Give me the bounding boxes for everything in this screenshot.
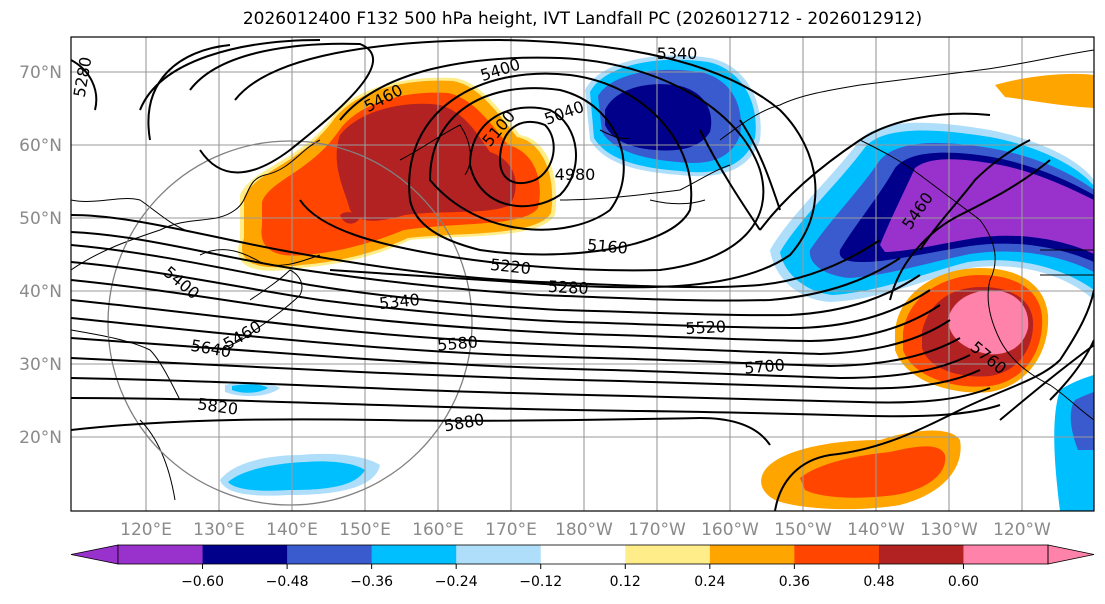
height-contours	[71, 38, 1094, 511]
longitude-label: 120°W	[993, 520, 1051, 540]
longitude-label: 160°E	[412, 520, 464, 540]
colorbar-extend-max	[1047, 544, 1095, 565]
longitude-label: 150°W	[774, 520, 832, 540]
colorbar-segment	[118, 545, 204, 564]
colorbar-tick-label: −0.48	[266, 574, 309, 590]
ivt-positive-region-arctic	[995, 73, 1094, 108]
longitude-label: 130°W	[920, 520, 978, 540]
colorbar-segment	[287, 545, 373, 564]
colorbar-tick-label: −0.12	[519, 574, 562, 590]
colorbar-tick-label: −0.24	[435, 574, 478, 590]
contour-label: 5340	[657, 44, 698, 63]
colorbar-segment	[794, 545, 880, 564]
latitude-label: 40°N	[19, 282, 62, 302]
longitude-labels: 120°E 130°E 140°E 150°E 160°E 170°E 180°W 170°W…	[120, 520, 1051, 540]
colorbar-segment	[625, 545, 711, 564]
ivt-positive-region-west-pacific	[238, 77, 557, 271]
latitude-label: 60°N	[19, 136, 62, 156]
colorbar-tick-label: 0.48	[863, 574, 894, 590]
colorbar-tick-label: 0.12	[610, 574, 641, 590]
latitude-label: 70°N	[19, 63, 62, 83]
colorbar-segment	[963, 545, 1049, 564]
colorbar-tick-label: 0.24	[694, 574, 725, 590]
range-circle	[107, 140, 473, 506]
contour-label: 5700	[743, 355, 785, 377]
colorbar-segment	[202, 545, 288, 564]
contour-label: 5220	[489, 255, 531, 278]
longitude-label: 130°E	[193, 520, 245, 540]
coastlines	[71, 49, 1094, 501]
latitude-label: 20°N	[19, 428, 62, 448]
latitude-labels: 70°N 60°N 50°N 40°N 30°N 20°N	[19, 63, 62, 448]
map-title: 2026012400 F132 500 hPa height, IVT Land…	[242, 9, 923, 29]
contour-label: 5280	[547, 277, 589, 298]
latitude-label: 50°N	[19, 209, 62, 229]
colorbar-segment	[371, 545, 457, 564]
colorbar-tick-label: −0.60	[181, 574, 224, 590]
longitude-label: 170°E	[485, 520, 537, 540]
contour-label: 4980	[555, 165, 596, 184]
latitude-label: 30°N	[19, 355, 62, 375]
map-gridlines	[71, 37, 1094, 511]
longitude-label: 140°E	[266, 520, 318, 540]
longitude-label: 150°E	[339, 520, 391, 540]
colorbar-segment	[540, 545, 626, 564]
colorbar-segment	[878, 545, 964, 564]
contour-label: 5340	[378, 290, 420, 313]
colorbar: −0.60 −0.48 −0.36 −0.24 −0.12 0.12 0.24 0.36 0.4…	[70, 544, 1095, 590]
ivt-negative-region-philippine-sea	[220, 375, 1094, 511]
ivt-negative-region-bering	[585, 55, 761, 177]
colorbar-tick-label: −0.36	[350, 574, 393, 590]
map-area: 5280 5340 5400 5460 5100 5040 4980 5160 …	[71, 37, 1094, 511]
longitude-label: 180°W	[555, 520, 613, 540]
ivt-positive-region-california	[895, 268, 1049, 393]
longitude-label: 160°W	[701, 520, 759, 540]
longitude-label: 170°W	[628, 520, 686, 540]
colorbar-segment	[709, 545, 795, 564]
colorbar-segment	[456, 545, 542, 564]
longitude-label: 120°E	[120, 520, 172, 540]
colorbar-extend-min	[70, 544, 119, 565]
map-frame	[70, 36, 1095, 512]
ivt-positive-region-subtropical	[761, 430, 961, 510]
colorbar-tick-label: 0.60	[948, 574, 979, 590]
longitude-label: 140°W	[847, 520, 905, 540]
contour-label: 5160	[586, 235, 628, 257]
contour-label: 5580	[436, 332, 478, 354]
colorbar-frame	[117, 544, 1049, 565]
colorbar-tick-label: 0.36	[779, 574, 810, 590]
contour-label: 5520	[685, 317, 727, 338]
